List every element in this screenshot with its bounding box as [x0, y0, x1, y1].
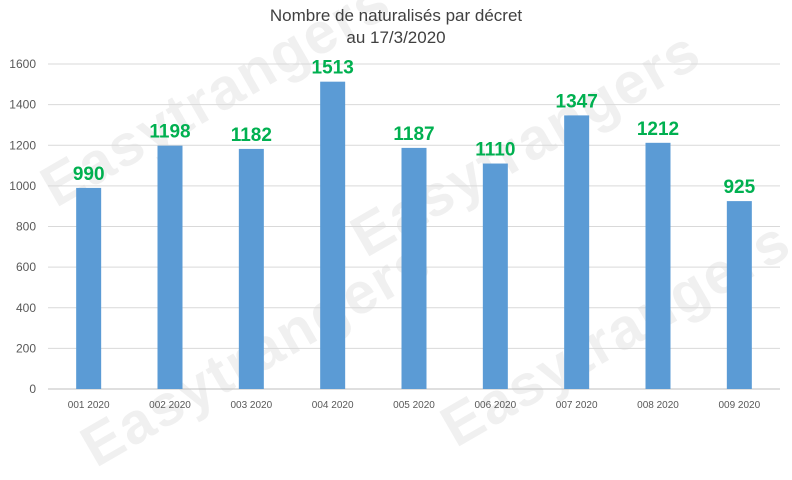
data-label: 1212	[637, 119, 679, 140]
data-label: 1110	[475, 140, 515, 161]
y-tick-label: 800	[16, 220, 36, 234]
x-tick-label: 003 2020	[230, 400, 272, 411]
bar	[157, 145, 183, 389]
data-label: 1187	[393, 124, 434, 145]
y-tick-label: 1200	[9, 138, 36, 152]
data-label: 925	[723, 177, 755, 198]
x-tick-label: 002 2020	[149, 400, 191, 411]
data-label: 1513	[312, 58, 354, 79]
data-label: 1182	[231, 125, 272, 146]
data-label: 1198	[149, 122, 190, 143]
y-tick-label: 200	[16, 341, 36, 355]
data-label: 990	[73, 164, 105, 185]
y-tick-label: 600	[16, 260, 36, 274]
bar	[401, 147, 427, 389]
bar	[238, 148, 264, 389]
bar	[76, 187, 102, 389]
x-tick-label: 009 2020	[718, 400, 760, 411]
data-label: 1347	[556, 91, 598, 112]
bar	[564, 115, 590, 389]
chart-title-line-2: au 17/3/2020	[346, 28, 446, 47]
bar	[482, 163, 508, 389]
x-tick-label: 007 2020	[556, 400, 598, 411]
y-tick-label: 0	[29, 382, 36, 396]
x-tick-label: 006 2020	[474, 400, 516, 411]
chart-title: Nombre de naturalisés par décret au 17/3…	[0, 5, 792, 49]
y-tick-label: 1600	[9, 57, 36, 71]
bar-chart: 0 200 400 600 800 1000 1200 1400 1600 990 001 2020…	[9, 57, 780, 411]
bar	[320, 81, 346, 389]
y-tick-label: 1400	[9, 98, 36, 112]
x-tick-label: 001 2020	[68, 400, 110, 411]
bar	[645, 142, 671, 389]
x-tick-label: 008 2020	[637, 400, 679, 411]
x-tick-label: 005 2020	[393, 400, 435, 411]
chart-title-line-1: Nombre de naturalisés par décret	[269, 6, 523, 25]
bar	[726, 201, 752, 389]
y-tick-label: 1000	[9, 179, 36, 193]
x-tick-label: 004 2020	[312, 400, 354, 411]
y-tick-label: 400	[16, 301, 36, 315]
